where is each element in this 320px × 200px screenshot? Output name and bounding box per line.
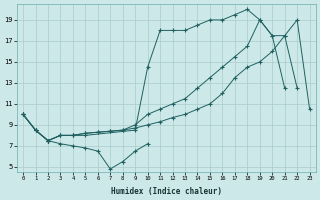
X-axis label: Humidex (Indice chaleur): Humidex (Indice chaleur)	[111, 187, 222, 196]
